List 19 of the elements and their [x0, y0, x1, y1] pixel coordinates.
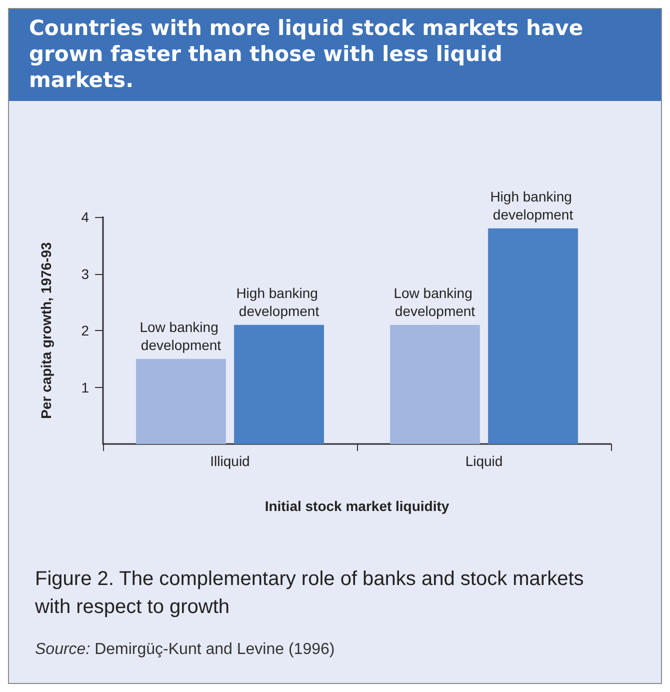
text: Low banking development — [394, 284, 476, 319]
bar — [488, 228, 578, 444]
y-tick-label: 1 — [81, 379, 90, 396]
x-tick-label: Liquid — [465, 453, 503, 469]
y-tick-label: 4 — [81, 209, 90, 225]
bar — [136, 358, 226, 444]
y-axis-title: Per capita growth, 1976-93 — [38, 242, 54, 419]
text: High banking development — [490, 188, 574, 222]
bar — [234, 324, 324, 444]
y-tick-label: 2 — [81, 322, 90, 338]
x-axis-title: Initial stock market liquidity — [264, 498, 450, 514]
bar — [390, 324, 480, 444]
chart-title: Countries with more liquid stock markets have grown faster than those with less liquid markets. — [9, 9, 663, 101]
y-tick-label: 3 — [81, 266, 90, 282]
series-label: High banking development — [236, 284, 322, 319]
x-tick-label: Illiquid — [210, 453, 250, 469]
source-note: Source: Demirgüç-Kunt and Levine (1996) — [35, 641, 336, 659]
series-label: Low banking development — [140, 318, 222, 353]
caption: Figure 2. The complementary role of banks and stock markets with respect to growth — [35, 567, 585, 620]
